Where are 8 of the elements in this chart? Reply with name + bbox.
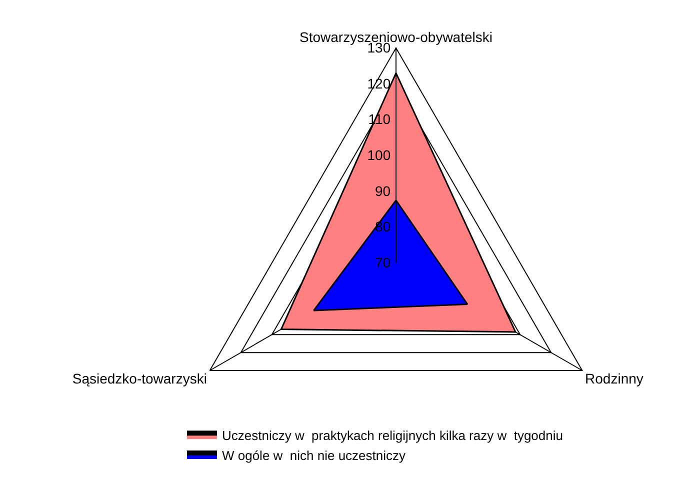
y-tick-label: 100: [367, 147, 391, 164]
legend-label: W ogóle w nich nie uczestniczy: [222, 448, 406, 464]
y-tick-label: 90: [375, 182, 391, 199]
y-tick-label: 70: [375, 254, 391, 271]
legend-label: Uczestniczy w praktykach religijnych kilka razy w tygodniu: [222, 428, 563, 444]
spoke-label: Rodzinny: [585, 370, 644, 386]
spoke-label: Sąsiedzko-towarzyski: [72, 370, 207, 386]
y-tick-label: 80: [375, 218, 391, 235]
